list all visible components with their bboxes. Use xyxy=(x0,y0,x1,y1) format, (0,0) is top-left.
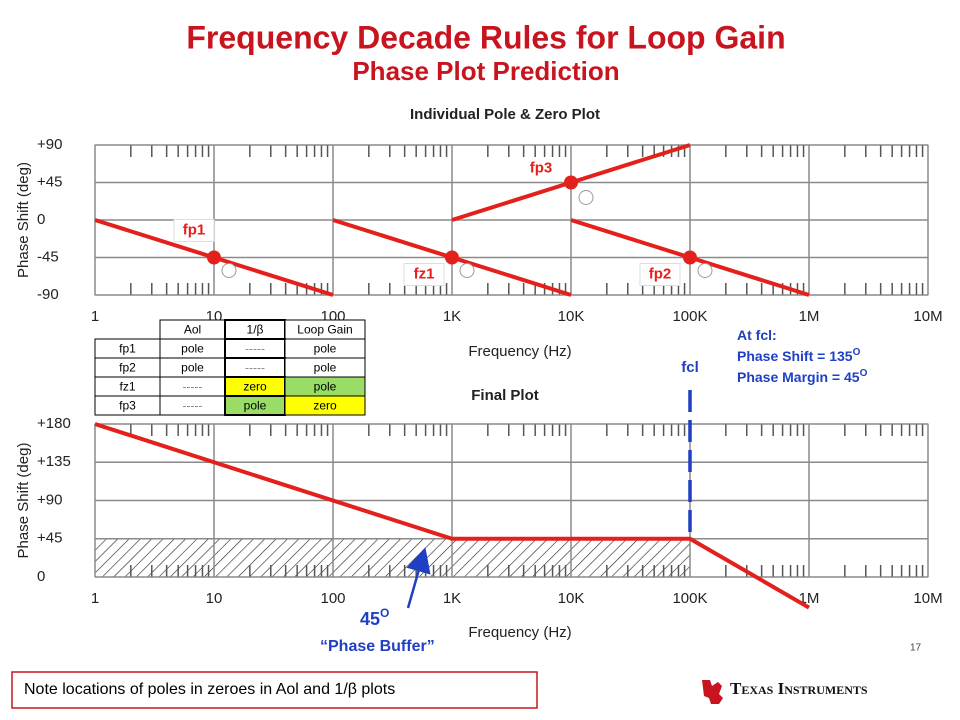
x-tick-label: 100K xyxy=(672,590,707,607)
y-tick-label: +45 xyxy=(37,530,62,547)
table-cell-text: zero xyxy=(243,380,267,394)
chart-title: Final Plot xyxy=(471,387,539,404)
fcl-label: fcl xyxy=(681,359,699,376)
table-cell xyxy=(284,395,366,416)
x-tick-label: 1M xyxy=(799,308,820,325)
buffer-text: “Phase Buffer” xyxy=(320,638,435,655)
table-cell-text: ----- xyxy=(245,361,265,375)
y-tick-label: -45 xyxy=(37,248,59,265)
annotation-text: At fcl: xyxy=(737,327,777,343)
annotation: Phase Shift = 135O xyxy=(737,347,861,364)
table-header: Loop Gain xyxy=(297,323,352,337)
annotation: At fcl: xyxy=(737,327,777,343)
y-tick-label: +90 xyxy=(37,491,62,508)
pole-zero-marker xyxy=(564,175,578,190)
label-box xyxy=(639,263,681,286)
x-tick-label: 1 xyxy=(91,308,99,325)
buffer-annotation: 45O xyxy=(360,606,389,629)
table-cell-text: pole xyxy=(244,399,267,413)
x-tick-label: 1K xyxy=(443,590,461,607)
y-axis-label: Phase Shift (deg) xyxy=(15,443,32,559)
y-tick-label: +135 xyxy=(37,453,71,470)
logo-text: Texas Instruments xyxy=(730,679,868,698)
y-tick-label: 0 xyxy=(37,568,45,585)
y-tick-label: 0 xyxy=(37,211,45,228)
buffer-arrow xyxy=(406,547,431,609)
table-cell-text: pole xyxy=(181,361,204,375)
x-tick-label: 10M xyxy=(913,308,942,325)
label-box xyxy=(403,263,445,286)
y-tick-label: -90 xyxy=(37,286,59,303)
y-tick-label: +180 xyxy=(37,415,71,432)
series-line xyxy=(94,422,811,610)
x-tick-label: 10M xyxy=(913,590,942,607)
slide-title: Frequency Decade Rules for Loop Gain xyxy=(186,19,785,55)
table-cell-text: ----- xyxy=(183,399,203,413)
annotation-sup: O xyxy=(853,347,861,358)
series-label: fp1 xyxy=(183,221,206,238)
y-tick-label: +90 xyxy=(37,136,62,153)
table-cell-text: pole xyxy=(314,342,337,356)
buffer-text: 45 xyxy=(360,609,380,629)
hollow-marker xyxy=(221,263,237,278)
slide-subtitle: Phase Plot Prediction xyxy=(352,56,619,86)
series-label: fp3 xyxy=(530,159,553,176)
pole-zero-marker xyxy=(445,250,459,265)
label-box xyxy=(173,219,215,242)
x-tick-label: 1K xyxy=(443,308,461,325)
table-cell-text: fz1 xyxy=(119,380,135,394)
table-cell-text: pole xyxy=(314,380,337,394)
x-axis-label: Frequency (Hz) xyxy=(468,343,571,360)
pole-zero-marker xyxy=(683,250,697,265)
table-cell-text: ----- xyxy=(245,342,265,356)
x-tick-label: 100 xyxy=(320,590,345,607)
series-label: fp2 xyxy=(649,265,672,282)
hatched-region xyxy=(94,538,691,578)
annotation-sup: O xyxy=(860,368,868,379)
page-number: 17 xyxy=(910,643,922,654)
pole-zero-marker xyxy=(207,250,221,265)
buffer-sup: O xyxy=(380,606,389,620)
hollow-marker xyxy=(578,190,594,205)
annotation-text: Phase Shift = 135 xyxy=(737,348,853,364)
table-cell-text: pole xyxy=(314,361,337,375)
table-cell-text: fp1 xyxy=(119,342,136,356)
table-cell-text: zero xyxy=(313,399,337,413)
x-tick-label: 10 xyxy=(206,590,223,607)
annotation: Phase Margin = 45O xyxy=(737,368,868,385)
hollow-marker xyxy=(459,263,475,278)
y-axis-label: Phase Shift (deg) xyxy=(15,162,32,278)
logo-icon xyxy=(702,680,723,704)
annotation-text: Phase Margin = 45 xyxy=(737,369,860,385)
plot-frame xyxy=(94,423,929,578)
note-box xyxy=(11,671,538,709)
table-cell-text: fp3 xyxy=(119,399,136,413)
hollow-marker xyxy=(697,263,713,278)
table-cell-text: pole xyxy=(181,342,204,356)
x-tick-label: 100K xyxy=(672,308,707,325)
note: Note locations of poles in zeroes in Aol… xyxy=(24,681,395,698)
y-tick-label: +45 xyxy=(37,173,62,190)
table-cell-text: ----- xyxy=(183,380,203,394)
x-tick-label: 10K xyxy=(558,308,585,325)
buffer-annotation: “Phase Buffer” xyxy=(320,638,435,655)
series-label: fz1 xyxy=(414,265,435,282)
x-tick-label: 1 xyxy=(91,590,99,607)
x-tick-label: 10K xyxy=(558,590,585,607)
chart-title: Individual Pole & Zero Plot xyxy=(410,106,600,123)
x-axis-label: Frequency (Hz) xyxy=(468,624,571,641)
table-cell-text: fp2 xyxy=(119,361,136,375)
table-header: 1/β xyxy=(247,323,264,337)
table-header: Aol xyxy=(184,323,201,337)
